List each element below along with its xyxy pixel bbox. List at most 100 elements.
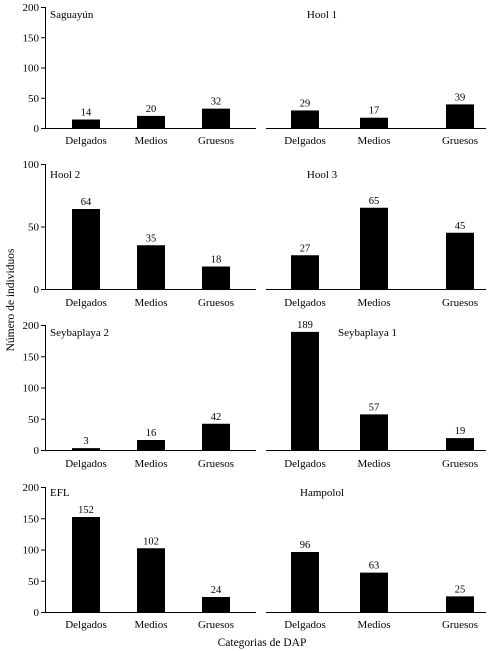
bar-value-label: 27 xyxy=(300,243,311,254)
y-tick-label: 100 xyxy=(23,383,40,395)
bar-value-label: 42 xyxy=(211,412,222,423)
category-label: Medios xyxy=(358,458,391,470)
category-label: Delgados xyxy=(284,458,326,470)
panel-saguay-n: 0 50 100 150 200 Saguayún 14 Delgados 20 Medios 32… xyxy=(23,2,256,147)
bar xyxy=(360,117,388,128)
y-tick-label: 100 xyxy=(23,63,40,75)
bar xyxy=(360,414,388,450)
y-tick-label: 150 xyxy=(23,513,40,525)
bar-value-label: 17 xyxy=(369,106,380,117)
y-tick-label: 0 xyxy=(34,607,40,619)
bar-value-label: 25 xyxy=(455,584,466,595)
bar-value-label: 65 xyxy=(369,196,380,207)
bar xyxy=(291,552,319,612)
category-label: Gruesos xyxy=(442,619,478,631)
bar xyxy=(360,207,388,289)
bar xyxy=(72,448,100,450)
bar xyxy=(446,232,474,289)
y-tick-label: 100 xyxy=(23,545,40,557)
bar-value-label: 45 xyxy=(455,221,466,232)
panel-hool-1: Hool 1 29 Delgados 17 Medios 39 Gruesos xyxy=(266,9,486,147)
x-axis-label: Categorias de DAP xyxy=(218,637,307,649)
panel-seybaplaya-1: Seybaplaya 1 189 Delgados 57 Medios 19 Gruesos xyxy=(266,320,486,470)
category-label: Gruesos xyxy=(198,135,234,147)
bar xyxy=(202,108,230,128)
bar xyxy=(446,104,474,128)
y-tick-label: 100 xyxy=(23,159,40,171)
bar-value-label: 19 xyxy=(455,426,466,437)
panel-title: Hool 1 xyxy=(307,9,337,21)
category-label: Gruesos xyxy=(442,135,478,147)
category-label: Gruesos xyxy=(442,458,478,470)
category-label: Gruesos xyxy=(198,297,234,309)
category-label: Delgados xyxy=(65,458,107,470)
y-tick-label: 0 xyxy=(34,123,40,135)
y-tick-label: 150 xyxy=(23,32,40,44)
y-tick-label: 50 xyxy=(28,222,40,234)
panel-title: Seybaplaya 2 xyxy=(50,327,109,339)
bar xyxy=(72,119,100,128)
panel-title: Hool 3 xyxy=(307,169,338,181)
bar xyxy=(291,110,319,128)
bar xyxy=(202,266,230,289)
bar xyxy=(360,572,388,612)
bar xyxy=(72,209,100,289)
panel-title: Seybaplaya 1 xyxy=(338,327,397,339)
y-tick-label: 200 xyxy=(23,482,40,494)
category-label: Delgados xyxy=(65,297,107,309)
bar-value-label: 35 xyxy=(146,233,157,244)
category-label: Medios xyxy=(358,297,391,309)
panel-hool-3: Hool 3 27 Delgados 65 Medios 45 Gruesos xyxy=(266,169,486,309)
category-label: Delgados xyxy=(284,135,326,147)
y-tick-label: 50 xyxy=(28,414,40,426)
category-label: Delgados xyxy=(284,619,326,631)
bar-value-label: 63 xyxy=(369,561,380,572)
bar-value-label: 24 xyxy=(211,585,222,596)
y-tick-label: 50 xyxy=(28,576,40,588)
bar-value-label: 57 xyxy=(369,402,380,413)
bar-value-label: 16 xyxy=(146,428,157,439)
panel-title: Hool 2 xyxy=(50,169,80,181)
bar-value-label: 96 xyxy=(300,540,311,551)
category-label: Medios xyxy=(358,619,391,631)
bar-value-label: 39 xyxy=(455,92,466,103)
bar xyxy=(137,245,165,289)
bar xyxy=(202,423,230,450)
bar-value-label: 189 xyxy=(297,320,313,331)
y-tick-label: 200 xyxy=(23,2,40,14)
panel-efl: 0 50 100 150 200 EFL 152 Delgados 102 Medios 24 Gru… xyxy=(23,482,256,631)
bar-value-label: 152 xyxy=(78,505,94,516)
y-tick-label: 150 xyxy=(23,351,40,363)
panel-title: Hampolol xyxy=(300,487,344,499)
bar xyxy=(137,440,165,450)
category-label: Gruesos xyxy=(442,297,478,309)
bar xyxy=(446,438,474,450)
bar-value-label: 102 xyxy=(143,536,159,547)
category-label: Gruesos xyxy=(198,458,234,470)
panel-title: EFL xyxy=(50,487,70,499)
panel-hool-2: 0 50 100 Hool 2 64 Delgados 35 Medios 18 Gruesos xyxy=(23,159,256,309)
category-label: Medios xyxy=(135,619,168,631)
bar-value-label: 14 xyxy=(81,108,92,119)
category-label: Delgados xyxy=(65,135,107,147)
category-label: Delgados xyxy=(65,619,107,631)
bar-value-label: 32 xyxy=(211,97,222,108)
bar-value-label: 3 xyxy=(83,436,88,447)
bar xyxy=(446,596,474,612)
bar-value-label: 29 xyxy=(300,98,311,109)
bar xyxy=(72,517,100,612)
chart-panels: 050100150200Saguayún14Delgados20Medios32… xyxy=(23,2,486,631)
panel-title: Saguayún xyxy=(50,9,94,21)
y-tick-label: 0 xyxy=(34,284,40,296)
panel-seybaplaya-2: 0 50 100 150 200 Seybaplaya 2 3 Delgados 16 Medio… xyxy=(23,320,256,470)
category-label: Gruesos xyxy=(198,619,234,631)
y-tick-label: 0 xyxy=(34,445,40,457)
bar-value-label: 64 xyxy=(81,197,92,208)
bar xyxy=(291,255,319,289)
category-label: Medios xyxy=(135,458,168,470)
bar xyxy=(137,115,165,128)
y-tick-label: 50 xyxy=(28,93,40,105)
category-label: Delgados xyxy=(284,297,326,309)
y-tick-label: 200 xyxy=(23,320,40,332)
